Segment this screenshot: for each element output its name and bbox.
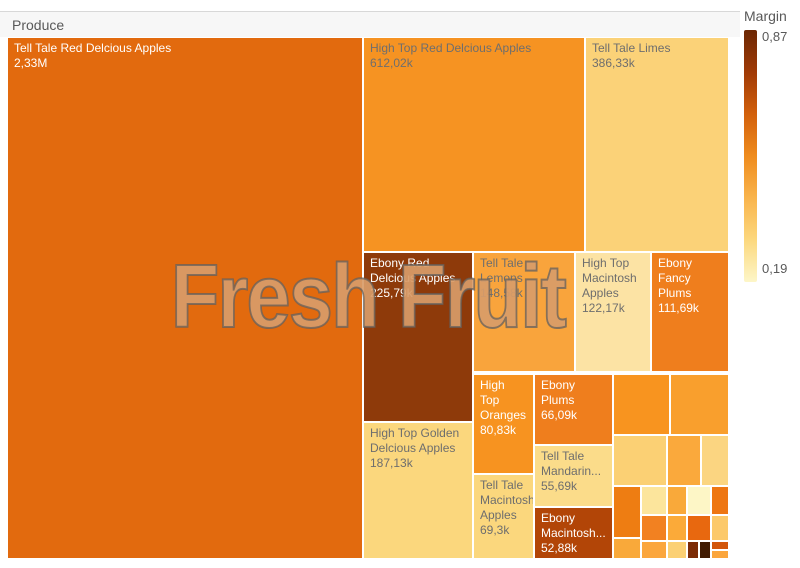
cell-name: Ebony Red Delcious Apples [370,256,456,285]
treemap-cell[interactable]: Ebony Plums 66,09k [535,375,612,444]
treemap-cell-small[interactable] [712,516,728,540]
cell-name: Tell Tale Lemons [480,256,524,285]
treemap-area[interactable]: Tell Tale Red Delcious Apples 2,33M High T… [8,38,728,558]
treemap-cell[interactable]: High Top Red Delcious Apples 612,02k [364,38,584,251]
treemap-cell-small[interactable] [712,542,728,549]
treemap-cell-small[interactable] [712,551,728,558]
treemap-cell[interactable]: High Top Oranges 80,83k [474,375,533,473]
treemap-cell-small[interactable] [668,542,686,558]
treemap-cell-small[interactable] [614,539,640,558]
treemap-cell-small[interactable] [668,436,700,485]
treemap-cell[interactable]: Tell Tale Macintosh Apples 69,3k [474,475,533,558]
cell-value: 80,83k [480,423,517,437]
cell-value: 612,02k [370,56,413,70]
treemap-cell-small[interactable] [702,436,728,485]
treemap-cell-small[interactable] [688,516,710,540]
treemap-cell-small[interactable] [642,487,666,514]
widget-header: Produce [0,12,740,37]
treemap-cell-small[interactable] [688,542,698,558]
treemap-cell[interactable]: Ebony Fancy Plums 111,69k [652,253,728,371]
treemap-cell-small[interactable] [642,516,666,540]
cell-name: Tell Tale Mandarin... [541,449,602,478]
treemap-cell[interactable]: Ebony Red Delcious Apples 225,79k [364,253,472,421]
treemap-cell-small[interactable] [688,487,710,514]
cell-name: High Top Oranges [480,378,527,422]
treemap-cell[interactable]: Tell Tale Red Delcious Apples 2,33M [8,38,362,558]
treemap-cell[interactable]: High Top Golden Delcious Apples 187,13k [364,423,472,558]
treemap-cell[interactable]: Tell Tale Lemons 148,58k [474,253,574,371]
cell-value: 111,69k [658,301,699,315]
treemap-cell-small[interactable] [614,436,666,485]
cell-name: High Top Golden Delcious Apples [370,426,460,455]
treemap-cell-small[interactable] [700,542,710,558]
chart-title: Produce [12,16,65,33]
treemap-cell-small[interactable] [712,487,728,514]
cell-value: 2,33M [14,56,48,70]
color-legend: Margin 0,87 0,19 [740,0,800,300]
cell-name: Tell Tale Red Delcious Apples [14,41,172,55]
cell-value: 52,88k [541,541,578,555]
cell-name: Ebony Fancy Plums [658,256,693,300]
cell-name: High Top Macintosh Apples [582,256,637,300]
cell-value: 55,69k [541,479,578,493]
treemap-cell[interactable]: Tell Tale Mandarin... 55,69k [535,446,612,506]
cell-value: 148,58k [480,286,523,300]
treemap-cell[interactable]: High Top Macintosh Apples 122,17k [576,253,650,371]
treemap-cell[interactable]: Ebony Macintosh... 52,88k [535,508,612,558]
cell-name: High Top Red Delcious Apples [370,41,532,55]
legend-min-value: 0,19 [762,261,788,276]
cell-name: Ebony Macintosh... [541,511,606,540]
treemap-cell-small[interactable] [642,542,666,558]
legend-gradient-bar [744,30,757,282]
treemap-cell-small[interactable] [668,516,686,540]
treemap-cell[interactable]: Tell Tale Limes 386,33k [586,38,728,251]
cell-name: Tell Tale Limes [592,41,671,55]
cell-value: 122,17k [582,301,625,315]
cell-value: 386,33k [592,56,635,70]
cell-value: 225,79k [370,286,413,300]
cell-name: Tell Tale Macintosh Apples [480,478,533,522]
widget-top-border [0,11,740,12]
treemap-cell-small[interactable] [614,487,640,537]
cell-value: 187,13k [370,456,413,470]
treemap-cell-small[interactable] [614,375,669,434]
legend-title: Margin [744,8,787,24]
cell-name: Ebony Plums [541,378,576,407]
treemap-cell-small[interactable] [668,487,686,514]
treemap-cell-small[interactable] [671,375,728,434]
cell-value: 66,09k [541,408,578,422]
legend-max-value: 0,87 [762,29,788,44]
cell-value: 69,3k [480,523,510,537]
